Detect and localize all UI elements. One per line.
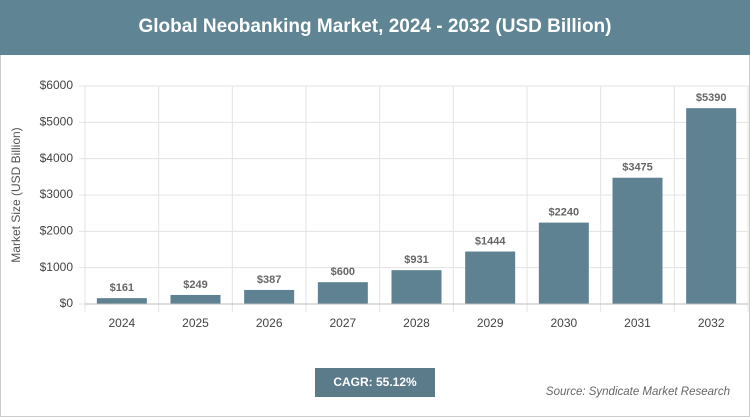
x-tick-label: 2029	[477, 316, 504, 330]
x-tick-label: 2032	[698, 316, 725, 330]
header	[0, 0, 750, 55]
bar	[391, 270, 442, 304]
y-tick-label: $6000	[40, 78, 74, 92]
value-label: $2240	[549, 207, 580, 219]
x-tick-label: 2030	[550, 316, 577, 330]
bar	[244, 289, 295, 304]
y-tick-label: $1000	[40, 260, 74, 274]
source: Source: Syndicate Market Research	[546, 386, 730, 398]
bar	[612, 177, 663, 304]
y-tick-label: $3000	[40, 187, 74, 201]
x-tick-label: 2026	[256, 316, 283, 330]
value-label: $1444	[475, 235, 506, 247]
cagr-box	[315, 368, 435, 397]
value-label: $161	[110, 282, 134, 294]
value-label: $249	[183, 279, 207, 291]
cagr-label: CAGR: 55.12%	[333, 375, 417, 389]
bar	[96, 298, 147, 304]
y-tick-label: $0	[60, 296, 74, 310]
value-label: $931	[404, 254, 428, 266]
value-label: $387	[257, 274, 281, 286]
bar	[317, 282, 368, 304]
y-tick-label: $5000	[40, 115, 74, 129]
bar	[538, 222, 589, 304]
value-label: $600	[331, 266, 355, 278]
y-tick-label: $2000	[40, 224, 74, 238]
bar	[465, 251, 516, 304]
y-tick-label: $4000	[40, 151, 74, 165]
x-tick-label: 2028	[403, 316, 430, 330]
bar	[170, 294, 221, 304]
value-label: $5390	[696, 92, 727, 104]
x-tick-label: 2031	[624, 316, 651, 330]
bar	[686, 108, 737, 304]
chart-title: Global Neobanking Market, 2024 - 2032 (U…	[138, 16, 611, 37]
value-label: $3475	[622, 162, 653, 174]
x-tick-label: 2027	[329, 316, 356, 330]
x-tick-label: 2024	[108, 316, 135, 330]
y-axis-label: Market Size (USD Billion)	[9, 127, 23, 262]
x-tick-label: 2025	[182, 316, 209, 330]
